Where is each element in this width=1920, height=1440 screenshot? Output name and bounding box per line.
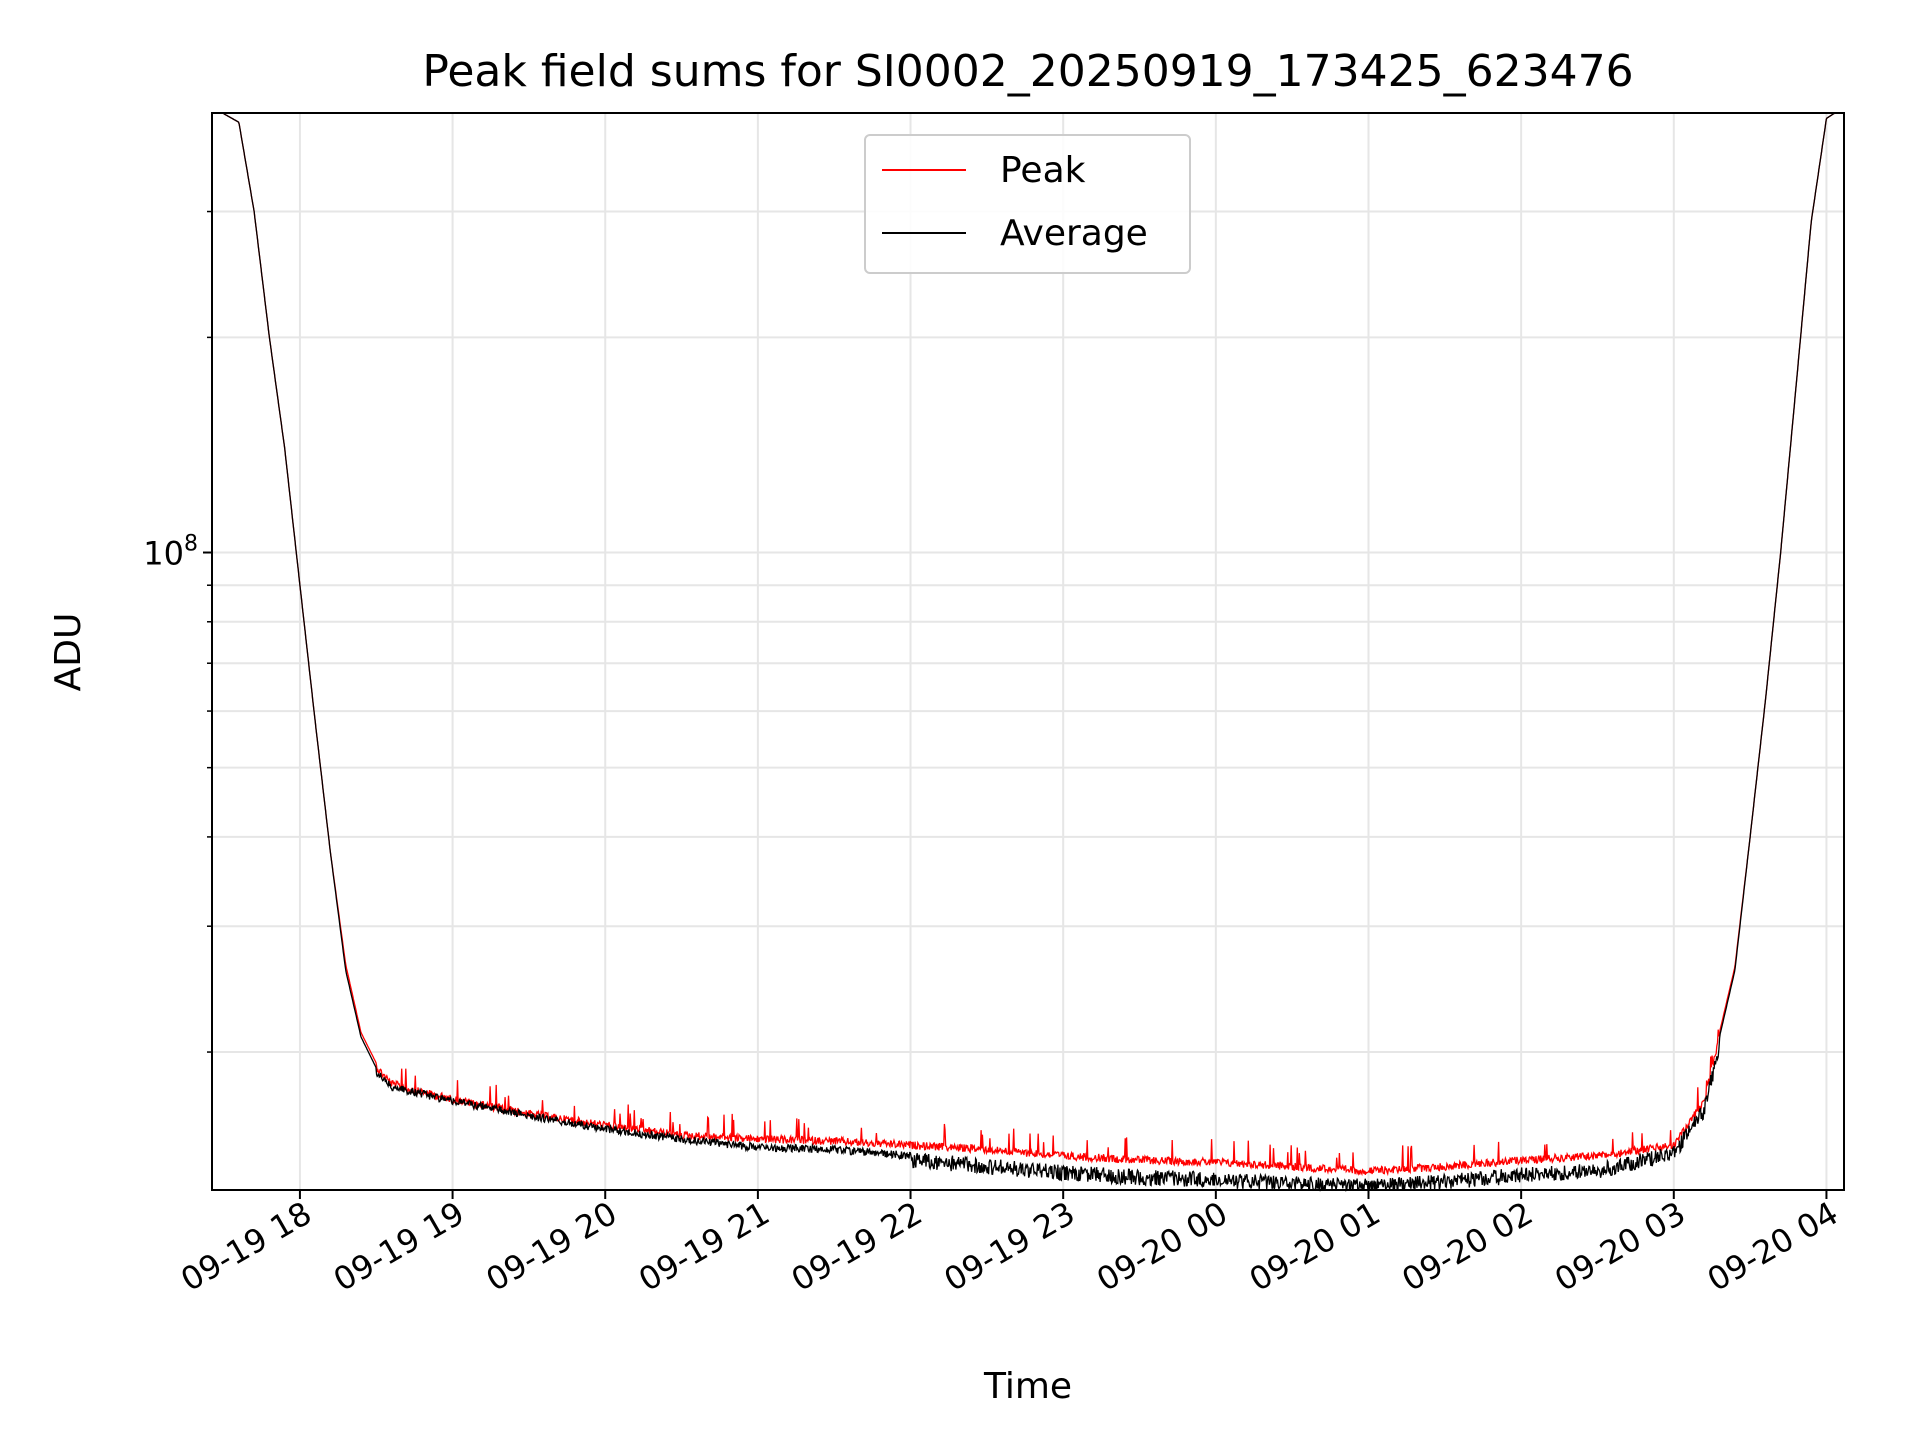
- legend-peak-label: Peak: [1000, 150, 1086, 191]
- legend-average-label: Average: [1000, 213, 1148, 254]
- y-axis: 108: [143, 210, 212, 1053]
- series-line-average: [212, 112, 1844, 1193]
- plot-area: [212, 112, 1844, 1193]
- x-axis-label: Time: [983, 1366, 1072, 1407]
- plot-frame: [211, 112, 1845, 1191]
- legend: Peak Average: [864, 134, 1191, 274]
- chart-title: Peak field sums for SI0002_20250919_1734…: [422, 46, 1633, 97]
- y-tick-label: 108: [143, 532, 198, 573]
- y-axis-label: ADU: [48, 613, 89, 692]
